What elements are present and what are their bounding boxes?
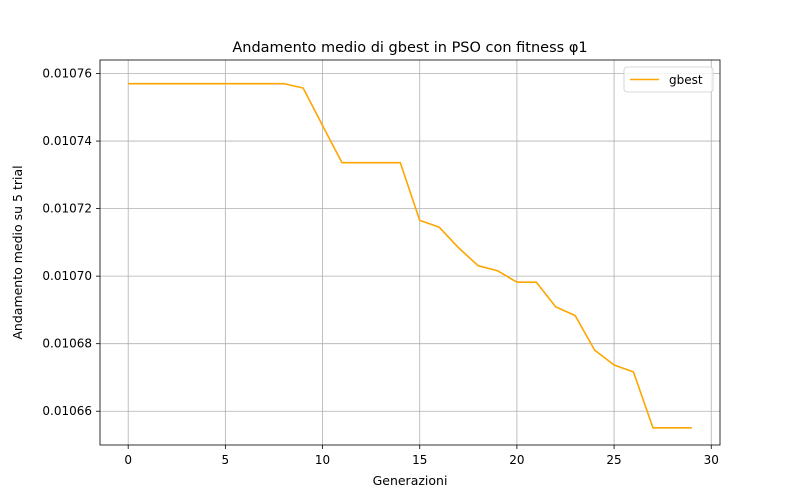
y-tick-label: 0.01066: [42, 404, 92, 418]
y-tick-label: 0.01074: [42, 134, 92, 148]
y-tick-label: 0.01068: [42, 337, 92, 351]
series-lines: [128, 82, 692, 429]
x-tick-label: 5: [222, 453, 230, 467]
x-tick-label: 25: [606, 453, 621, 467]
legend-label-gbest: gbest: [669, 73, 703, 87]
x-tick-label: 0: [124, 453, 132, 467]
series-line-gbest: [128, 82, 692, 429]
x-tick-label: 15: [412, 453, 427, 467]
legend-box: [623, 66, 714, 93]
legend: gbest: [623, 66, 714, 93]
plot-area: [100, 60, 720, 445]
x-tick-label: 10: [315, 453, 330, 467]
chart-title: Andamento medio di gbest in PSO con fitn…: [232, 40, 587, 56]
x-tick-label: 20: [509, 453, 524, 467]
y-axis-label: Andamento medio su 5 trial: [10, 165, 25, 339]
axis-ticks: 0 5 10 15 20 25 30 0.01066 0.01068 0.01070 0.01072…: [42, 67, 719, 467]
x-tick-label: 30: [704, 453, 719, 467]
y-tick-label: 0.01076: [42, 67, 92, 81]
y-tick-label: 0.01070: [42, 269, 92, 283]
y-tick-label: 0.01072: [42, 202, 92, 216]
x-axis-label: Generazioni: [373, 473, 448, 488]
axes-frame: [99, 59, 721, 446]
